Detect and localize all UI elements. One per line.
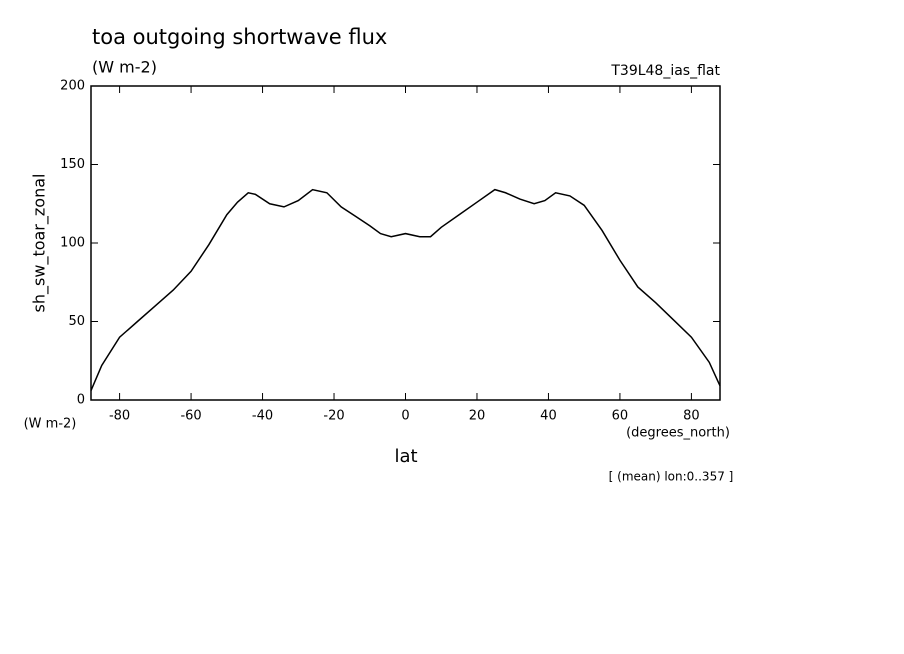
note: [ (mean) lon:0..357 ] (609, 470, 734, 484)
x-tick-label: 20 (469, 409, 486, 424)
x-tick-label: -80 (109, 409, 130, 424)
y-tick-label: 200 (60, 79, 85, 94)
x-axis-label: lat (394, 446, 417, 467)
x-tick-label: 60 (612, 409, 629, 424)
x-tick-label: 40 (540, 409, 557, 424)
y-tick-label: 100 (60, 236, 85, 251)
x-tick-label: 0 (401, 409, 409, 424)
y-tick-label: 50 (68, 314, 85, 329)
x-tick-label: 80 (683, 409, 700, 424)
x-tick-label: -20 (323, 409, 344, 424)
chart-title: toa outgoing shortwave flux (92, 25, 387, 49)
y-tick-label: 150 (60, 157, 85, 172)
y-axis-label: sh_sw_toar_zonal (30, 174, 50, 313)
x-tick-label: -60 (180, 409, 201, 424)
x-unit: (degrees_north) (626, 426, 730, 441)
data-line (90, 188, 721, 391)
y-unit: (W m-2) (24, 417, 77, 432)
x-tick-label: -40 (252, 409, 273, 424)
y-tick-label: 0 (77, 393, 85, 408)
plot-frame (90, 85, 721, 401)
run-label: T39L48_ias_flat (610, 63, 720, 79)
chart-subtitle: (W m-2) (92, 58, 157, 77)
